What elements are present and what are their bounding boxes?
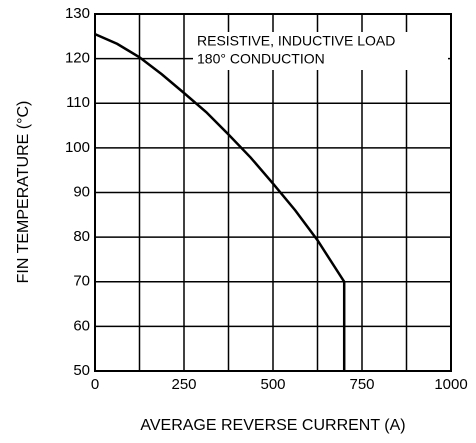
x-tick-label: 750 bbox=[349, 376, 374, 393]
y-tick-label: 130 bbox=[65, 5, 90, 22]
x-tick-label: 1000 bbox=[434, 376, 467, 393]
y-tick-label: 50 bbox=[73, 362, 90, 379]
y-tick-label: 80 bbox=[73, 228, 90, 245]
x-tick-label: 0 bbox=[91, 376, 99, 393]
y-tick-label: 60 bbox=[73, 317, 90, 334]
annotation: RESISTIVE, INDUCTIVE LOAD bbox=[197, 33, 395, 49]
y-tick-label: 100 bbox=[65, 139, 90, 156]
y-tick-label: 90 bbox=[73, 183, 90, 200]
x-axis-label: AVERAGE REVERSE CURRENT (A) bbox=[140, 417, 405, 434]
annotation-box bbox=[193, 32, 448, 70]
plot-frame bbox=[94, 13, 452, 372]
annotation: 180° CONDUCTION bbox=[197, 51, 325, 67]
curve bbox=[94, 32, 346, 371]
x-tick-label: 500 bbox=[260, 376, 285, 393]
y-tick-label: 110 bbox=[66, 94, 90, 111]
y-axis-label: FIN TEMPERATURE (°C) bbox=[15, 101, 32, 284]
y-tick-label: 120 bbox=[65, 50, 90, 67]
y-tick-label: 70 bbox=[73, 273, 90, 290]
x-tick-label: 250 bbox=[171, 376, 196, 393]
